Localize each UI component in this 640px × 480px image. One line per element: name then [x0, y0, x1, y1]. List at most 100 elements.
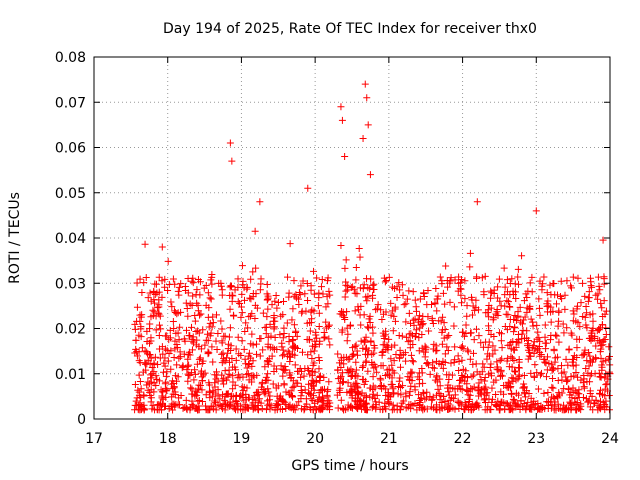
data-point [534, 405, 542, 413]
data-point [368, 358, 376, 366]
data-point [543, 366, 551, 374]
data-point [364, 367, 372, 375]
data-point [400, 301, 408, 309]
data-point [549, 280, 557, 288]
data-point [379, 329, 387, 337]
data-point [467, 385, 475, 393]
grid-lines [94, 57, 610, 419]
data-point [155, 273, 163, 281]
data-point [325, 378, 333, 386]
data-point [535, 304, 543, 312]
data-point [316, 373, 324, 381]
data-point [266, 405, 274, 413]
data-point [514, 312, 522, 320]
data-point [347, 284, 355, 292]
data-point [418, 331, 426, 339]
data-point [170, 384, 178, 392]
data-point [542, 345, 550, 353]
data-point [490, 290, 498, 298]
data-point [226, 139, 234, 147]
data-point [569, 307, 577, 315]
data-point [485, 327, 493, 335]
data-point [196, 311, 204, 319]
data-point [205, 379, 213, 387]
data-point [560, 368, 568, 376]
data-point [134, 386, 142, 394]
data-point [579, 393, 587, 401]
data-point [583, 378, 591, 386]
data-point [548, 393, 556, 401]
data-point [396, 286, 404, 294]
data-point [140, 279, 148, 287]
data-point [182, 326, 190, 334]
data-point [356, 284, 364, 292]
data-point [135, 371, 143, 379]
data-point [173, 343, 181, 351]
data-point [475, 392, 483, 400]
data-point [459, 345, 467, 353]
data-point [369, 291, 377, 299]
data-point [564, 361, 572, 369]
data-point [270, 345, 278, 353]
data-point [513, 338, 521, 346]
data-point [250, 392, 258, 400]
data-point [164, 257, 172, 265]
data-point [361, 338, 369, 346]
data-point [295, 300, 303, 308]
data-point [355, 306, 363, 314]
data-point [195, 355, 203, 363]
data-point [385, 335, 393, 343]
data-point [216, 395, 224, 403]
data-point [510, 315, 518, 323]
data-point [206, 319, 214, 327]
data-point [179, 404, 187, 412]
data-point [347, 403, 355, 411]
data-point [502, 382, 510, 390]
data-point [248, 330, 256, 338]
data-point [221, 367, 229, 375]
data-point [238, 383, 246, 391]
data-point [303, 280, 311, 288]
data-point [511, 400, 519, 408]
data-point [374, 301, 382, 309]
data-point [271, 317, 279, 325]
data-point [360, 380, 368, 388]
data-point [143, 327, 151, 335]
data-point [561, 291, 569, 299]
data-point [311, 399, 319, 407]
data-point [241, 328, 249, 336]
data-point [271, 297, 279, 305]
data-point [279, 365, 287, 373]
data-point [441, 350, 449, 358]
data-point [304, 296, 312, 304]
data-point [437, 361, 445, 369]
data-point [338, 326, 346, 334]
data-point [415, 334, 423, 342]
data-point [234, 283, 242, 291]
data-point [483, 355, 491, 363]
data-point [424, 361, 432, 369]
y-tick-label: 0.03 [55, 276, 86, 292]
data-point [438, 399, 446, 407]
data-point [187, 369, 195, 377]
data-point [423, 360, 431, 368]
data-point [342, 256, 350, 264]
data-point [289, 393, 297, 401]
data-point [458, 385, 466, 393]
data-point [263, 397, 271, 405]
data-point [159, 350, 167, 358]
data-point [189, 279, 197, 287]
data-point [339, 312, 347, 320]
data-point [402, 318, 410, 326]
data-point [150, 388, 158, 396]
data-point [172, 329, 180, 337]
data-point [170, 353, 178, 361]
data-point [323, 293, 331, 301]
data-point [546, 281, 554, 289]
data-point [461, 399, 469, 407]
data-point [344, 330, 352, 338]
data-point [384, 371, 392, 379]
data-point [232, 391, 240, 399]
data-point [347, 382, 355, 390]
data-point [204, 313, 212, 321]
